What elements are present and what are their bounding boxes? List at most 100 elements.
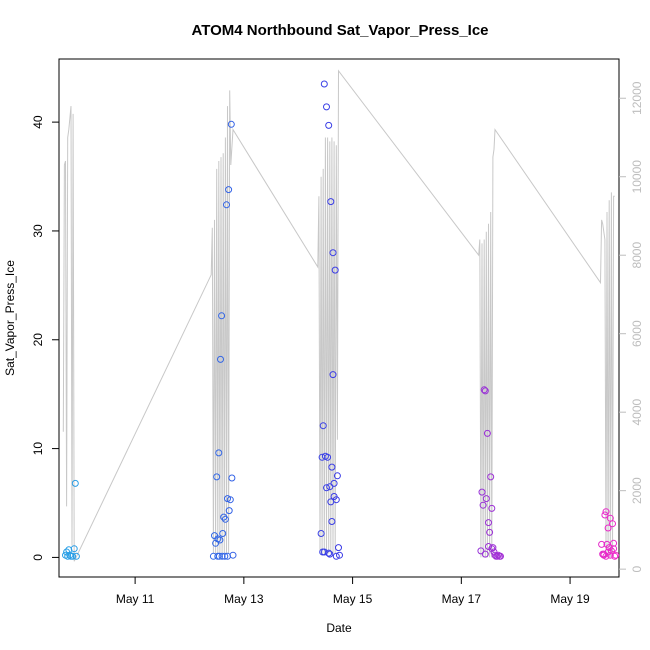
data-point — [598, 540, 606, 548]
data-point — [487, 473, 495, 481]
altitude-line-layer — [62, 69, 615, 562]
x-tick-label: May 17 — [442, 592, 482, 606]
data-point — [602, 508, 610, 516]
data-point — [488, 545, 496, 553]
data-point — [482, 495, 490, 503]
data-point — [612, 551, 620, 559]
x-axis: May 11 May 13 May 15 May 17 May 19 — [116, 577, 590, 606]
data-point — [217, 355, 224, 363]
data-point — [481, 550, 489, 558]
y2-tick-label: 0 — [630, 565, 644, 572]
x-axis-label: Date — [326, 621, 352, 635]
y-tick-label: 10 — [31, 442, 45, 456]
data-point — [72, 552, 80, 560]
y-tick-label: 20 — [31, 333, 45, 347]
points-layer — [62, 80, 620, 560]
data-point — [610, 545, 618, 553]
data-point — [330, 479, 338, 487]
data-point — [611, 552, 619, 560]
y2-tick-label: 10000 — [630, 160, 644, 194]
y2-tick-label: 12000 — [630, 81, 644, 115]
data-point — [332, 552, 340, 560]
data-point — [229, 551, 237, 559]
x-tick-label: May 15 — [333, 592, 373, 606]
data-point — [70, 545, 78, 553]
data-point — [485, 519, 492, 527]
data-point — [600, 550, 608, 558]
data-point — [214, 552, 222, 560]
x-tick-label: May 19 — [550, 592, 590, 606]
data-point — [71, 479, 79, 487]
data-point — [326, 483, 334, 491]
data-point — [218, 552, 226, 560]
y-tick-label: 0 — [31, 554, 45, 561]
data-point — [317, 530, 325, 537]
data-point — [223, 201, 230, 209]
chart-title: ATOM4 Northbound Sat_Vapor_Press_Ice — [191, 22, 488, 39]
y2-tick-label: 8000 — [630, 242, 644, 269]
data-point — [328, 518, 336, 525]
x-tick-label: May 11 — [116, 592, 155, 606]
data-point — [325, 121, 333, 129]
altitude-line — [62, 69, 615, 562]
data-point — [324, 453, 332, 461]
data-point — [331, 266, 339, 274]
data-point — [326, 550, 334, 558]
data-point — [209, 552, 217, 560]
data-point — [228, 474, 236, 482]
data-point — [497, 552, 504, 560]
data-point — [320, 80, 328, 88]
data-point — [488, 504, 496, 512]
plot-frame — [58, 58, 620, 578]
y2-tick-label: 4000 — [630, 399, 644, 426]
data-point — [606, 551, 614, 559]
data-point — [220, 513, 228, 521]
data-point — [226, 496, 234, 504]
data-point — [221, 552, 229, 560]
data-point — [601, 511, 609, 519]
data-point — [483, 429, 491, 437]
data-point — [604, 524, 612, 532]
data-point — [327, 498, 335, 506]
data-point — [327, 198, 335, 206]
data-point — [481, 387, 489, 395]
data-point — [221, 515, 229, 523]
data-point — [215, 449, 223, 457]
data-point — [212, 539, 220, 547]
data-point — [219, 530, 227, 537]
data-point — [211, 532, 218, 540]
data-point — [335, 544, 342, 552]
data-point — [325, 549, 333, 557]
data-point — [328, 463, 336, 471]
y-axis-left: 0 10 20 30 40 — [31, 115, 59, 561]
y-tick-label: 30 — [31, 224, 45, 238]
data-point — [493, 552, 501, 560]
data-point — [480, 386, 488, 394]
y-tick-label: 40 — [31, 115, 45, 129]
data-point — [323, 484, 330, 492]
y-axis-label: Sat_Vapor_Press_Ice — [3, 260, 17, 376]
data-point — [227, 120, 235, 128]
data-point — [607, 547, 615, 555]
data-point — [486, 528, 494, 536]
data-point — [478, 488, 486, 496]
y-axis-right: 0 2000 4000 6000 8000 10000 12000 — [619, 81, 644, 572]
data-point — [218, 312, 226, 320]
data-point — [329, 371, 337, 379]
data-point — [479, 501, 487, 509]
data-point — [224, 552, 231, 560]
data-point — [610, 539, 618, 547]
data-point — [329, 249, 337, 257]
data-point — [336, 551, 343, 559]
x-tick-label: May 13 — [224, 592, 264, 606]
data-point — [69, 552, 77, 560]
data-point — [489, 544, 497, 552]
data-point — [225, 186, 233, 194]
y2-tick-label: 2000 — [630, 477, 644, 504]
data-point — [609, 520, 616, 528]
data-point — [333, 472, 341, 480]
data-point — [602, 552, 610, 560]
data-point — [216, 536, 224, 544]
data-point — [213, 473, 221, 481]
